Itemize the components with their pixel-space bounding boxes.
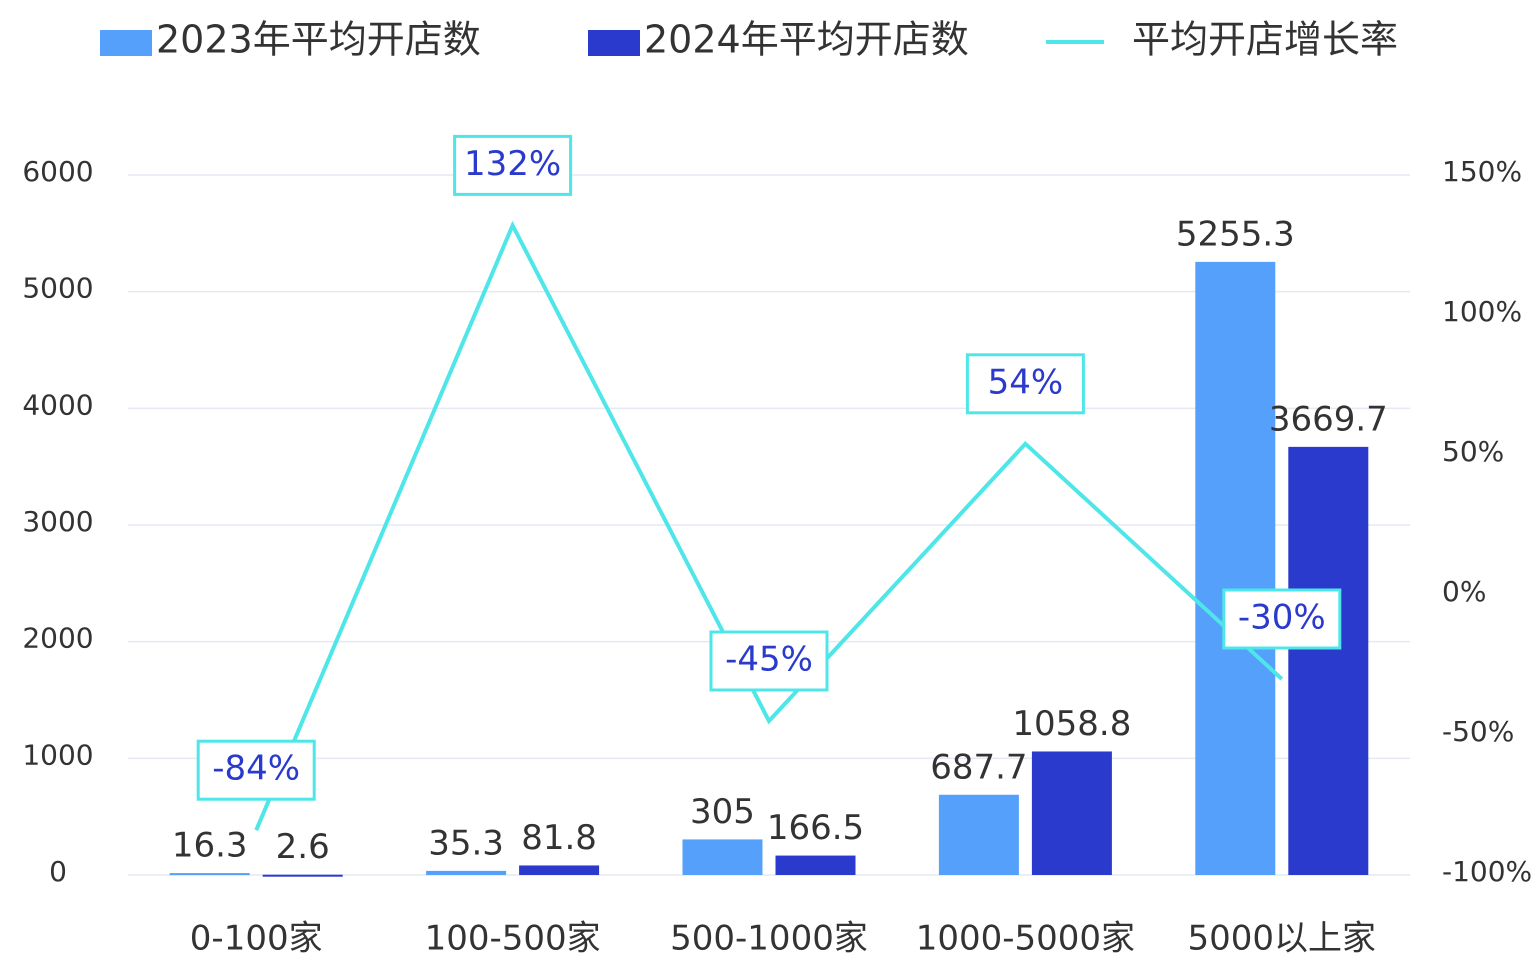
x-tick-label: 5000以上家 xyxy=(1188,919,1377,957)
y-tick-label: 0 xyxy=(49,855,67,888)
line-value-label: -84% xyxy=(212,749,300,789)
bar-value-label: 5255.3 xyxy=(1176,214,1295,254)
y2-tick-label: -50% xyxy=(1442,715,1514,748)
y2-tick-label: 0% xyxy=(1442,575,1486,608)
line-value-label: -45% xyxy=(725,640,813,680)
bar xyxy=(519,865,600,875)
y-tick-label: 3000 xyxy=(22,505,93,538)
legend-label: 平均开店增长率 xyxy=(1132,18,1398,62)
bar-value-label: 1058.8 xyxy=(1012,704,1131,744)
bar xyxy=(1031,751,1112,875)
y2-tick-label: 50% xyxy=(1442,435,1504,468)
bar xyxy=(1195,261,1276,875)
y2-tick-label: -100% xyxy=(1442,855,1532,888)
line-label-box xyxy=(196,739,316,801)
line xyxy=(254,220,1284,831)
legend-label: 2024年平均开店数 xyxy=(644,18,969,62)
bar xyxy=(1288,446,1369,875)
line-label-box xyxy=(1222,588,1342,650)
legend-swatch xyxy=(100,30,152,56)
bar-value-label: 16.3 xyxy=(172,826,248,866)
bar-value-label: 166.5 xyxy=(767,808,864,848)
bar xyxy=(262,874,343,877)
y-tick-label: 4000 xyxy=(22,388,93,421)
y-tick-label: 2000 xyxy=(22,622,93,655)
bar xyxy=(775,855,856,875)
y-tick-label: 1000 xyxy=(22,738,93,771)
line-value-label: 54% xyxy=(988,362,1064,402)
bar-value-label: 687.7 xyxy=(930,747,1027,787)
bar-value-label: 3669.7 xyxy=(1269,399,1388,439)
bar xyxy=(938,794,1019,875)
bar xyxy=(426,870,507,875)
bar-value-label: 81.8 xyxy=(521,818,597,858)
x-tick-label: 500-1000家 xyxy=(670,919,868,957)
y-tick-label: 5000 xyxy=(22,272,93,305)
bar-value-label: 35.3 xyxy=(428,823,504,863)
y2-tick-label: 150% xyxy=(1442,155,1522,188)
line-label-box xyxy=(453,134,573,196)
line-value-label: -30% xyxy=(1238,598,1326,638)
line-label-box xyxy=(709,630,829,692)
line-label-box xyxy=(965,353,1085,415)
y-tick-label: 6000 xyxy=(22,155,93,188)
line-value-label: 132% xyxy=(464,144,561,184)
x-tick-label: 1000-5000家 xyxy=(916,919,1135,957)
y2-tick-label: 100% xyxy=(1442,295,1522,328)
bar-value-label: 2.6 xyxy=(276,827,330,867)
bar xyxy=(682,839,763,875)
bar xyxy=(169,873,250,876)
bar-value-label: 305 xyxy=(690,792,755,832)
x-tick-label: 100-500家 xyxy=(425,919,601,957)
legend-label: 2023年平均开店数 xyxy=(156,18,481,62)
legend-swatch xyxy=(588,30,640,56)
x-tick-label: 0-100家 xyxy=(190,919,323,957)
